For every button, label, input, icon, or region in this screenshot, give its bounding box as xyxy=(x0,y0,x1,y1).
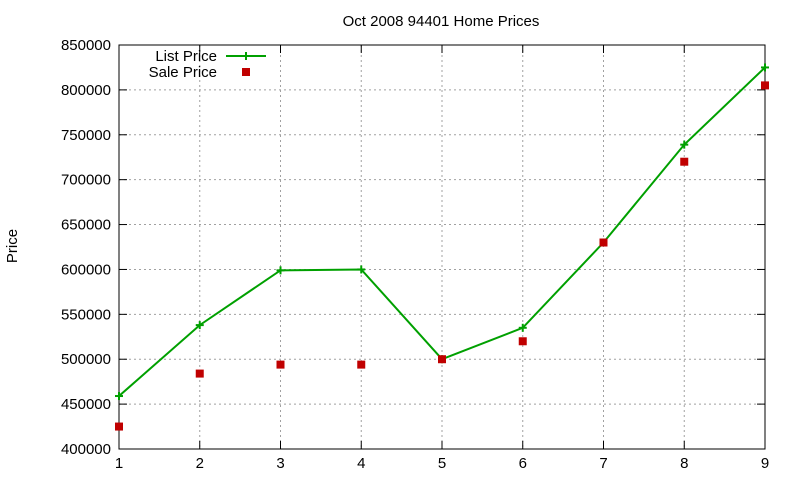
y-tick-label: 850000 xyxy=(61,37,111,54)
x-tick-label: 8 xyxy=(680,455,688,472)
y-tick-label: 500000 xyxy=(61,351,111,368)
grid xyxy=(119,45,765,449)
tick-labels: 400000 450000 500000 550000 600000 650000 7000… xyxy=(61,37,769,472)
data-point xyxy=(276,360,285,369)
y-tick-label: 400000 xyxy=(61,441,111,458)
data-point xyxy=(518,323,527,332)
data-point xyxy=(761,81,769,90)
y-axis-label: Price xyxy=(4,229,21,263)
y-tick-label: 450000 xyxy=(61,396,111,413)
data-point xyxy=(357,265,366,274)
x-tick-label: 5 xyxy=(438,455,446,472)
x-tick-label: 4 xyxy=(357,455,365,472)
data-point xyxy=(357,360,366,369)
data-point xyxy=(276,266,285,275)
legend-label: Sale Price xyxy=(149,64,217,81)
legend-label: List Price xyxy=(155,48,217,65)
series-sale-price xyxy=(115,81,769,431)
legend-swatch-marker xyxy=(242,68,250,76)
data-point xyxy=(518,337,527,346)
data-point xyxy=(761,63,769,72)
series xyxy=(115,63,769,431)
y-tick-label: 600000 xyxy=(61,261,111,278)
x-tick-label: 9 xyxy=(761,455,769,472)
data-point xyxy=(680,140,689,149)
data-point xyxy=(680,157,689,166)
data-point xyxy=(195,321,204,330)
data-point xyxy=(599,238,608,247)
y-tick-label: 550000 xyxy=(61,306,111,323)
x-tick-label: 3 xyxy=(276,455,284,472)
data-point xyxy=(115,392,123,401)
y-tick-label: 650000 xyxy=(61,217,111,234)
x-tick-label: 7 xyxy=(599,455,607,472)
plot-frame xyxy=(118,44,766,450)
legend-swatch-marker xyxy=(242,52,250,60)
x-tick-label: 2 xyxy=(196,455,204,472)
y-tick-label: 700000 xyxy=(61,172,111,189)
x-tick-label: 6 xyxy=(519,455,527,472)
data-point xyxy=(195,369,204,378)
x-tick-label: 1 xyxy=(115,455,123,472)
chart-title: Oct 2008 94401 Home Prices xyxy=(343,13,540,30)
y-tick-label: 800000 xyxy=(61,82,111,99)
data-point xyxy=(438,355,446,364)
y-tick-label: 750000 xyxy=(61,127,111,144)
data-point xyxy=(115,422,123,431)
